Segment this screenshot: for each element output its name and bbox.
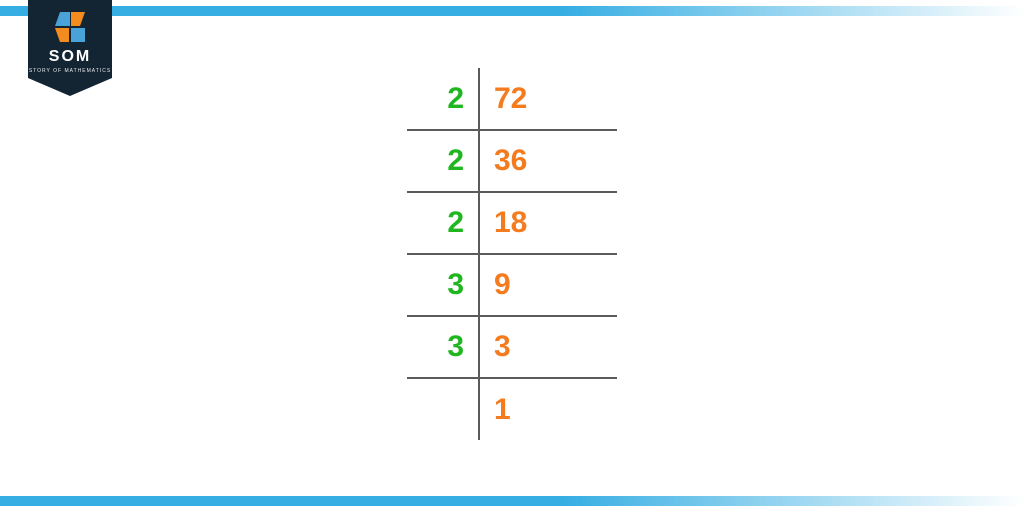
- divisor-cell: 2: [407, 192, 479, 254]
- divisor-value: 2: [447, 144, 464, 177]
- bottom-accent-bar: [0, 496, 1024, 506]
- quotient-value: 36: [494, 144, 527, 177]
- divisor-value: 3: [447, 268, 464, 301]
- ladder-row: 2 72: [407, 68, 617, 130]
- divisor-value: 2: [447, 82, 464, 115]
- quotient-value: 3: [494, 330, 511, 363]
- quotient-cell: 3: [479, 316, 617, 378]
- brand-icon: [55, 12, 85, 42]
- divisor-cell: 3: [407, 316, 479, 378]
- brand-badge: SOM STORY OF MATHEMATICS: [28, 0, 112, 96]
- ladder-row: 2 36: [407, 130, 617, 192]
- divisor-cell: 2: [407, 130, 479, 192]
- divisor-cell: [407, 378, 479, 440]
- quotient-cell: 18: [479, 192, 617, 254]
- divisor-value: 2: [447, 206, 464, 239]
- ladder-row: 33: [407, 316, 617, 378]
- brand-subtitle: STORY OF MATHEMATICS: [28, 68, 112, 74]
- quotient-value: 9: [494, 268, 511, 301]
- quotient-cell: 1: [479, 378, 617, 440]
- brand-title: SOM: [28, 48, 112, 66]
- ladder-row: 1: [407, 378, 617, 440]
- quotient-value: 1: [494, 393, 511, 426]
- quotient-cell: 36: [479, 130, 617, 192]
- divisor-cell: 3: [407, 254, 479, 316]
- quotient-cell: 72: [479, 68, 617, 130]
- quotient-value: 18: [494, 206, 527, 239]
- factorization-ladder: 27223621839331: [407, 68, 617, 440]
- quotient-cell: 9: [479, 254, 617, 316]
- quotient-value: 72: [494, 82, 527, 115]
- ladder-row: 2 18: [407, 192, 617, 254]
- divisor-cell: 2: [407, 68, 479, 130]
- top-accent-bar: [0, 6, 1024, 16]
- divisor-value: 3: [447, 330, 464, 363]
- ladder-row: 39: [407, 254, 617, 316]
